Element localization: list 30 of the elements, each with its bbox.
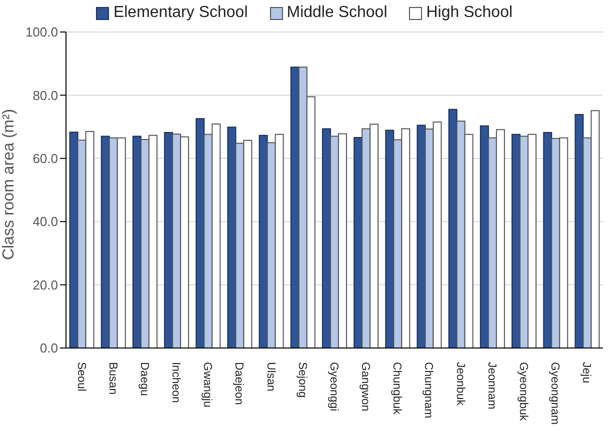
y-tick-label: 20.0 (32, 277, 58, 292)
y-tick-label: 60.0 (32, 151, 58, 166)
bar (227, 126, 236, 348)
x-tick-label: Busan (106, 362, 118, 395)
x-tick-label: Chungnam (422, 362, 434, 418)
legend-label: Elementary School (113, 4, 248, 22)
bar (196, 118, 205, 348)
x-tick-label: Gangwon (359, 362, 372, 412)
x-tick-label: Gyeonggi (327, 362, 340, 412)
bar (574, 114, 584, 348)
x-tick-label: Chungbuk (390, 362, 403, 415)
x-tick-label: Gwangju (201, 362, 214, 408)
y-tick-label: 40.0 (32, 214, 58, 230)
x-tick-label: Sejong (296, 362, 308, 398)
y-tick-label: 100.0 (25, 24, 58, 40)
y-tick-label: 80.0 (32, 88, 58, 103)
x-tick-label: Seoul (74, 362, 87, 392)
x-tick-label: Jeonnam (485, 362, 498, 410)
x-tick-label: Daegu (138, 362, 150, 396)
y-tick-label: 0.0 (40, 340, 58, 356)
x-tick-label: Incheon (170, 362, 182, 403)
x-tick-label: Gyeongbuk (517, 362, 530, 422)
x-tick-label: Jeonbuk (454, 362, 466, 406)
x-tick-label: Gyeongnam (548, 362, 561, 425)
x-tick-label: Daejeon (232, 362, 245, 405)
legend-label: Middle School (286, 4, 388, 22)
x-tick-label: Ulsan (264, 362, 276, 392)
y-axis-title: Class room area (m²) (0, 108, 18, 260)
x-tick-label: Jeju (580, 362, 592, 384)
legend-label: High School (426, 4, 513, 22)
